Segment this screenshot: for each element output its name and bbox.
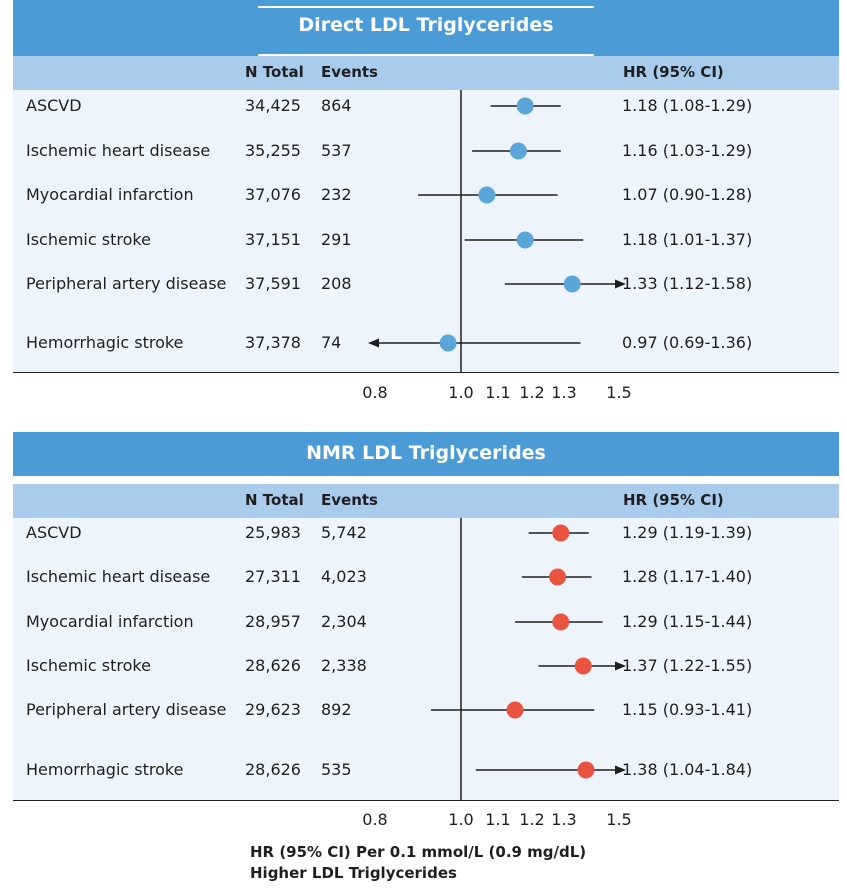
x-tick-label: 1.0 [448,383,474,402]
row-events: 2,338 [321,656,367,675]
row-n-total: 27,311 [245,567,301,586]
row-hr-ci: 1.16 (1.03-1.29) [622,141,753,160]
row-n-total: 29,623 [245,700,301,719]
row-label: Peripheral artery disease [26,700,227,719]
panel-title-bar: NMR LDL Triglycerides [13,432,839,476]
row-label: Myocardial infarction [26,612,194,631]
col-head-hr: HR (95% CI) [623,491,724,509]
row-hr-ci: 1.18 (1.01-1.37) [622,230,753,249]
row-n-total: 37,591 [245,274,301,293]
forest-plot [368,90,626,372]
col-head-events: Events [321,491,378,509]
x-axis-label-line2: Higher LDL Triglycerides [250,864,457,882]
col-head-hr: HR (95% CI) [623,63,724,81]
row-events: 4,023 [321,567,367,586]
point-estimate [439,334,457,352]
column-header-band [13,56,839,90]
col-head-n-total: N Total [245,63,304,81]
row-events: 892 [321,700,352,719]
x-tick-label: 1.1 [485,383,511,402]
point-estimate [516,97,534,115]
row-events: 535 [321,760,352,779]
row-hr-ci: 1.29 (1.15-1.44) [622,612,753,631]
x-tick-label: 0.8 [362,810,388,829]
row-n-total: 34,425 [245,96,301,115]
row-hr-ci: 1.37 (1.22-1.55) [622,656,753,675]
row-label: Hemorrhagic stroke [26,333,184,352]
row-events: 537 [321,141,352,160]
col-head-events: Events [321,63,378,81]
row-n-total: 28,957 [245,612,301,631]
column-header-band [13,484,839,518]
row-hr-ci: 1.07 (0.90-1.28) [622,185,753,204]
row-events: 291 [321,230,352,249]
panel-title: Direct LDL Triglycerides [298,14,554,36]
point-estimate [563,275,581,293]
row-label: Ischemic heart disease [26,567,211,586]
row-hr-ci: 1.38 (1.04-1.84) [622,760,753,779]
x-tick-label: 1.1 [485,810,511,829]
row-label: Ischemic stroke [26,656,151,675]
point-estimate [506,701,524,719]
row-label: Ischemic heart disease [26,141,211,160]
row-hr-ci: 1.18 (1.08-1.29) [622,96,753,115]
row-events: 5,742 [321,523,367,542]
ci-arrow-right [615,661,626,671]
x-tick-label: 1.0 [448,810,474,829]
x-tick-label: 1.3 [551,383,577,402]
row-events: 208 [321,274,352,293]
point-estimate [516,231,534,249]
row-events: 74 [321,333,342,352]
col-head-n-total: N Total [245,491,304,509]
point-estimate [552,524,570,542]
row-n-total: 37,076 [245,185,301,204]
row-label: Peripheral artery disease [26,274,227,293]
point-estimate [552,613,570,631]
row-events: 864 [321,96,352,115]
row-hr-ci: 1.29 (1.19-1.39) [622,523,753,542]
rows-body [13,518,839,801]
row-hr-ci: 1.33 (1.12-1.58) [622,274,753,293]
row-events: 2,304 [321,612,367,631]
panel-title-bar: Direct LDL Triglycerides [13,0,839,56]
x-tick-label: 1.2 [519,810,545,829]
x-tick-label: 1.2 [519,383,545,402]
x-tick-label: 1.3 [551,810,577,829]
x-tick-label: 1.5 [606,810,632,829]
row-n-total: 37,151 [245,230,301,249]
row-events: 232 [321,185,352,204]
row-label: Myocardial infarction [26,185,194,204]
row-n-total: 28,626 [245,760,301,779]
point-estimate [577,761,595,779]
row-label: Ischemic stroke [26,230,151,249]
rows-body [13,90,839,373]
row-label: ASCVD [26,96,82,115]
ci-arrow-left [368,338,379,348]
point-estimate [574,657,592,675]
row-hr-ci: 0.97 (0.69-1.36) [622,333,753,352]
row-label: ASCVD [26,523,82,542]
x-tick-label: 0.8 [362,383,388,402]
panel-title-white-box [258,6,594,56]
point-estimate [478,186,496,204]
row-n-total: 35,255 [245,141,301,160]
row-n-total: 28,626 [245,656,301,675]
ci-arrow-right [615,765,626,775]
row-label: Hemorrhagic stroke [26,760,184,779]
row-n-total: 37,378 [245,333,301,352]
point-estimate [509,142,527,160]
point-estimate [549,568,567,586]
x-tick-label: 1.5 [606,383,632,402]
row-hr-ci: 1.15 (0.93-1.41) [622,700,753,719]
row-hr-ci: 1.28 (1.17-1.40) [622,567,753,586]
x-axis-label-line1: HR (95% CI) Per 0.1 mmol/L (0.9 mg/dL) [250,843,587,861]
ci-arrow-right [615,279,626,289]
row-n-total: 25,983 [245,523,301,542]
panel-title: NMR LDL Triglycerides [306,442,546,464]
